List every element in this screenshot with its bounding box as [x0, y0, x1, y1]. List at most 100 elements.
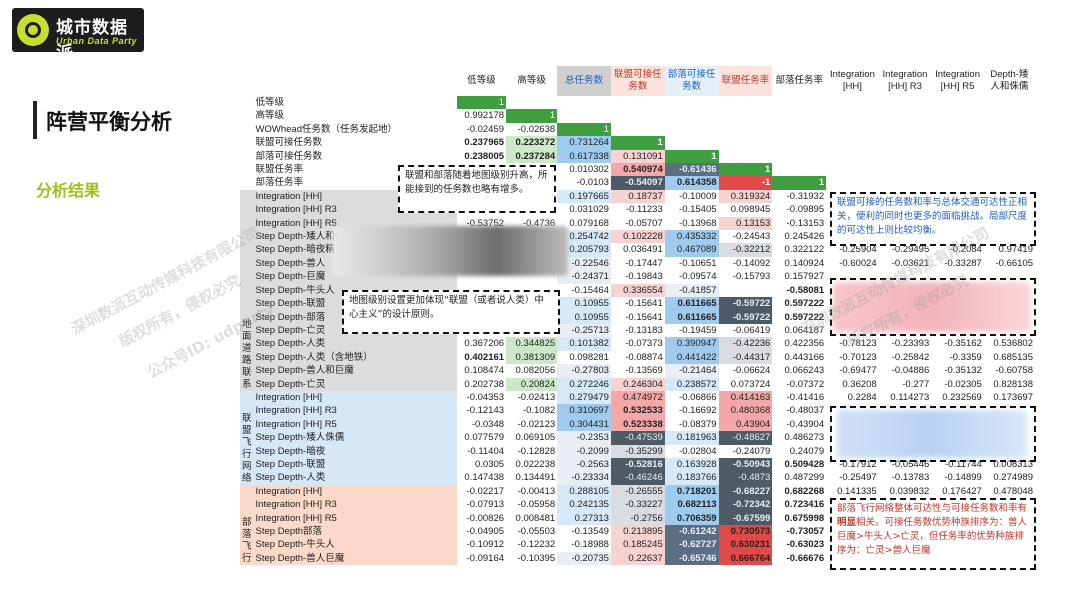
- table-cell: 0.390947: [664, 337, 719, 351]
- column-header: Depth-矮人和侏儒: [990, 69, 1029, 92]
- table-cell: 0.102228: [610, 230, 665, 244]
- table-cell: 0.617338: [557, 149, 611, 164]
- table-cell: 0.435332: [664, 230, 719, 244]
- table-cell: 0.509428: [784, 458, 825, 470]
- table-cell: -0.52816: [610, 457, 665, 472]
- table-cell: -0.27803: [557, 364, 611, 378]
- table-cell: 0.36208: [842, 378, 877, 390]
- table-cell: 0.540974: [610, 163, 665, 177]
- table-cell: [879, 123, 932, 136]
- table-cell: -0.23334: [557, 471, 611, 485]
- table-cell: [931, 109, 984, 122]
- row-label: Integration [HH] R3: [253, 404, 457, 418]
- column-header: 联盟任务率: [718, 66, 773, 96]
- header-spacer: [240, 66, 254, 96]
- table-cell: 0.367206: [464, 338, 505, 350]
- table-cell: 0.611665: [664, 310, 719, 324]
- annotation-human-centric: 地图级别设置更加体现“联盟（或者说人类）中心主义”的设计原则。: [342, 290, 560, 334]
- logo-icon: [17, 14, 49, 46]
- row-label: Step Depth-矮人侏儒: [253, 431, 457, 445]
- table-cell: [879, 150, 932, 163]
- table-cell: -0.13183: [625, 324, 663, 336]
- table-cell: 0.288105: [557, 484, 611, 499]
- annotation-horde-network-post: 相关。可接任务数优势种族排序为：兽人巨魔>牛头人>亡灵，但任务率的优势种族排序为…: [837, 517, 1028, 556]
- table-cell: -0.02413: [517, 391, 556, 403]
- table-cell: -0.02459: [466, 123, 505, 135]
- table-cell: 0.245426: [784, 231, 825, 243]
- correlation-table: 低等级 高等级 总任务数 联盟可接任务数 部落可接任务数 联盟任务率 部落任务率 Integr…: [240, 66, 1035, 566]
- table-cell: -0.13783: [891, 472, 930, 484]
- table-cell: [611, 96, 665, 109]
- table-cell: -0.16692: [679, 405, 717, 417]
- table-cell: -0.54097: [610, 176, 665, 190]
- table-cell: -0.07372: [786, 378, 825, 390]
- table-cell: 0.43904: [718, 417, 773, 432]
- table-cell: 0.173697: [993, 391, 1033, 403]
- header-row-label: [254, 66, 457, 96]
- table-cell: 0.13153: [718, 216, 773, 231]
- table-cell: -0.70123: [839, 351, 877, 363]
- table-cell: -0.09574: [679, 271, 717, 283]
- table-cell: 0.183766: [664, 471, 719, 485]
- row-label: Step Depth-人类（含地铁）: [253, 350, 457, 365]
- table-cell: -0.48037: [786, 405, 825, 417]
- row-label: Integration [HH]: [253, 484, 457, 499]
- table-cell: 0.443166: [784, 351, 825, 363]
- table-cell: 0.336554: [610, 283, 665, 298]
- table-cell: 0.319324: [718, 189, 773, 204]
- table-row: Step Depth-兽人和巨魔 0.108474 0.082056 -0.27803…: [240, 364, 1035, 378]
- row-label: Step Depth-暗夜: [253, 444, 457, 458]
- table-cell: -0.61436: [664, 163, 719, 177]
- table-cell: 0.682113: [664, 498, 719, 512]
- table-cell: -0.05503: [517, 526, 556, 537]
- table-cell: 0.614358: [664, 176, 719, 190]
- table-cell: -0.1082: [522, 405, 556, 417]
- table-cell: -0.2756: [610, 511, 665, 525]
- table-cell: -0.25904: [839, 244, 877, 256]
- table-cell: 0.474972: [610, 390, 665, 405]
- table-row: Step Depth-人类 0.367206 0.344825 0.101382 -0.…: [240, 337, 1035, 351]
- table-cell: 0.197665: [557, 189, 611, 204]
- table-cell: -0.15641: [625, 311, 663, 323]
- table-cell: -0.63023: [786, 539, 825, 551]
- table-cell: 0.480368: [718, 404, 773, 418]
- table-cell: 0.077579: [464, 432, 505, 444]
- table-cell: 0.279479: [557, 390, 611, 405]
- table-cell: -0.2084: [949, 244, 982, 256]
- table-cell: -0.67599: [718, 511, 773, 525]
- table-cell: -0.2563: [557, 457, 611, 472]
- table-cell: 0.108474: [464, 365, 505, 377]
- row-label: Integration [HH] R5: [253, 417, 457, 432]
- table-cell: 0.322122: [784, 244, 825, 256]
- table-cell: 0.2284: [847, 391, 877, 403]
- table-cell: [665, 123, 719, 136]
- table-cell: -0.25713: [557, 323, 611, 338]
- column-header: 总任务数: [557, 66, 611, 96]
- logo-name: 城市数据派: [56, 18, 128, 63]
- table-cell: 0.185245: [610, 538, 665, 552]
- table-cell: 0.141335: [837, 485, 877, 497]
- table-row: 部落可接任务数 0.238005 0.237284 0.617338 0.131091 1: [240, 149, 1035, 164]
- table-cell: 0.10955: [557, 297, 611, 311]
- table-cell: -1: [718, 176, 773, 190]
- table-cell: -0.41416: [786, 391, 825, 403]
- table-cell: -0.02217: [466, 485, 505, 497]
- table-cell: 0.478048: [993, 485, 1033, 497]
- table-cell: -0.66676: [786, 552, 825, 564]
- table-cell: 0.238005: [464, 150, 505, 162]
- table-cell: 0.381309: [506, 350, 558, 365]
- table-cell: -0.12143: [466, 405, 505, 417]
- table-cell: 0.163928: [664, 457, 719, 472]
- table-cell: -0.02305: [944, 378, 982, 390]
- table-cell: -0.32212: [718, 243, 773, 257]
- table-row: 部落飞行 Integration [HH] -0.02217 -0.00413 0.28…: [240, 484, 1035, 566]
- table-row: 低等级 1: [240, 96, 1035, 190]
- table-cell: -0.60758: [995, 365, 1033, 377]
- table-cell: 0.718201: [664, 484, 719, 499]
- table-cell: -0.15405: [679, 204, 717, 216]
- table-cell: -0.13569: [625, 365, 663, 377]
- table-cell: -0.60024: [839, 257, 877, 269]
- table-cell: 0.310697: [557, 404, 611, 418]
- group-label: 联盟飞行网络: [240, 390, 254, 485]
- table-cell: [719, 109, 773, 122]
